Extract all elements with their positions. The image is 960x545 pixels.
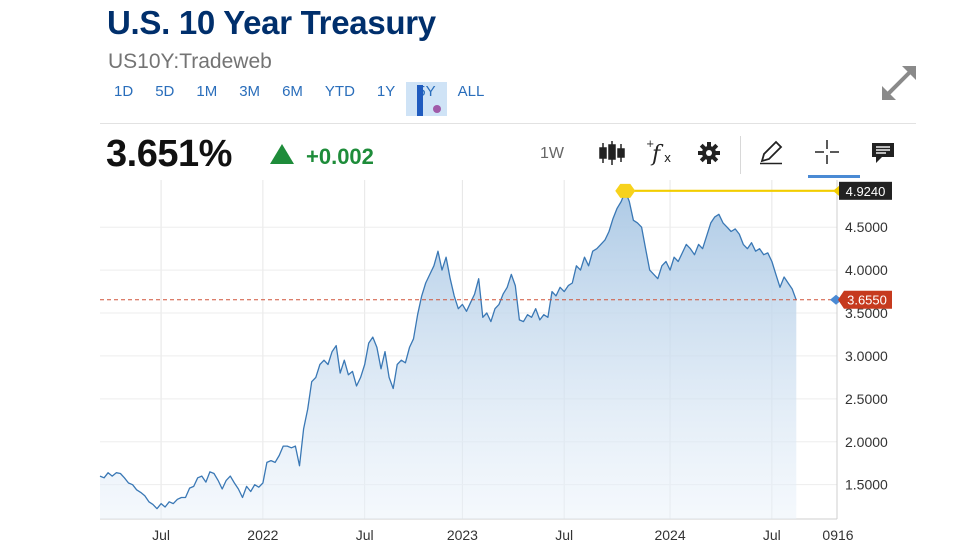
toolbar-separator (740, 136, 741, 174)
pencil-icon[interactable] (758, 139, 784, 165)
high-label-box (839, 181, 892, 200)
y-tick-label: 3.0000 (845, 348, 888, 364)
function-icon[interactable]: + f x (646, 138, 676, 168)
svg-text:+: + (646, 139, 654, 150)
active-dot-icon (432, 105, 441, 113)
high-arrow (833, 185, 839, 196)
y-tick-label: 2.5000 (845, 391, 888, 407)
x-tick-label: 0916 (822, 527, 853, 543)
y-axis: 1.5000 2.0000 2.5000 3.0000 3.5000 4.0000 4.50… (845, 219, 888, 492)
range-all[interactable]: ALL (447, 82, 496, 116)
range-label: 5D (155, 83, 175, 100)
candlestick-icon[interactable] (598, 140, 626, 166)
x-tick-label: Jul (152, 527, 170, 543)
header-divider (100, 123, 916, 124)
y-tick-label: 4.0000 (845, 262, 888, 278)
x-axis: Jul 2022 Jul 2023 Jul 2024 Jul 0916 (152, 527, 854, 543)
x-tick-label: 2023 (447, 527, 478, 543)
x-tick-label: Jul (763, 527, 781, 543)
chart-symbol: US10Y:Tradeweb (108, 50, 272, 73)
active-tool-indicator (808, 175, 860, 178)
range-3m[interactable]: 3M (228, 82, 271, 116)
high-handle[interactable] (615, 183, 636, 198)
last-label-box (838, 290, 892, 309)
range-1m[interactable]: 1M (185, 82, 228, 116)
y-tick-label: 1.5000 (845, 477, 888, 493)
last-price: 3.651% (106, 133, 232, 175)
up-arrow-icon (270, 144, 294, 164)
range-5y[interactable]: 5Y (406, 82, 447, 116)
interval-selector[interactable]: 1W (540, 145, 564, 162)
range-6m[interactable]: 6M (271, 82, 314, 116)
crosshair-icon[interactable] (814, 139, 840, 165)
y-tick-label: 4.5000 (845, 219, 888, 235)
range-5d[interactable]: 5D (144, 82, 185, 116)
comment-icon[interactable] (870, 141, 896, 165)
range-label: 1Y (376, 83, 396, 100)
marker-layer: 4.9240 3.6550 (615, 181, 892, 309)
y-tick-label: 3.5000 (845, 305, 888, 321)
svg-text:x: x (664, 151, 671, 165)
last-point (830, 294, 842, 305)
chart-title: U.S. 10 Year Treasury (107, 4, 436, 41)
series-area (100, 191, 797, 519)
range-label: 1M (196, 83, 218, 100)
range-label: 1D (114, 83, 134, 100)
range-label: YTD (324, 83, 355, 100)
range-ytd[interactable]: YTD (314, 82, 366, 116)
x-tick-label: Jul (555, 527, 573, 543)
x-tick-label: 2022 (247, 527, 278, 543)
expand-icon[interactable] (880, 64, 918, 102)
gear-icon[interactable] (698, 142, 720, 164)
range-label: 3M (239, 83, 261, 100)
high-label: 4.9240 (846, 184, 886, 199)
price-change: +0.002 (306, 144, 374, 169)
range-label: 6M (282, 83, 303, 100)
range-label: ALL (457, 83, 485, 100)
x-tick-label: 2024 (654, 527, 685, 543)
range-1y[interactable]: 1Y (366, 82, 406, 116)
last-label: 3.6550 (847, 293, 887, 308)
range-selector: 1D 5D 1M 3M 6M YTD 1Y 5Y ALL (103, 82, 495, 116)
y-tick-label: 2.0000 (845, 434, 888, 450)
series-line (99, 190, 797, 510)
x-tick-label: Jul (356, 527, 374, 543)
range-1d[interactable]: 1D (103, 82, 144, 116)
area-layer (99, 190, 797, 519)
